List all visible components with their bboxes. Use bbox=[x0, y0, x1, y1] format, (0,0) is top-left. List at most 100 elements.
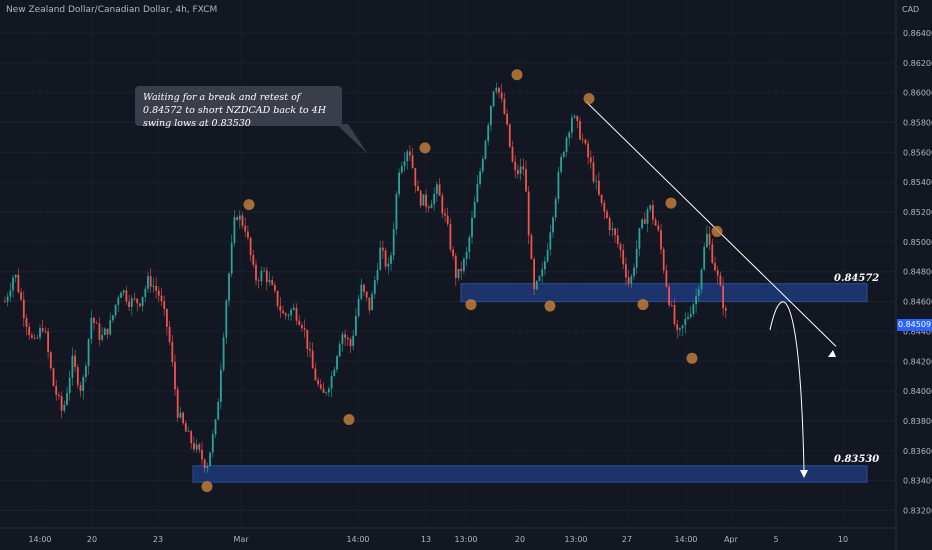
candle-body bbox=[387, 263, 390, 267]
candle-body bbox=[476, 183, 479, 202]
candle-body bbox=[724, 308, 727, 311]
swing-markers bbox=[201, 69, 723, 493]
candle-body bbox=[514, 161, 517, 171]
candle bbox=[144, 285, 147, 302]
time-tick-label: 14:00 bbox=[28, 535, 51, 544]
candle-body bbox=[344, 334, 346, 338]
candle-body bbox=[284, 313, 287, 316]
candle-body bbox=[614, 228, 616, 236]
candle-body bbox=[392, 229, 395, 256]
candle bbox=[517, 164, 519, 180]
candle-body bbox=[298, 320, 301, 325]
candle-body bbox=[166, 308, 168, 327]
candle bbox=[63, 400, 66, 413]
candle-body bbox=[198, 444, 201, 450]
candle-body bbox=[101, 335, 103, 340]
candle bbox=[238, 210, 241, 229]
candle-body bbox=[31, 335, 33, 338]
candle-body bbox=[584, 139, 587, 144]
candle-body bbox=[341, 334, 344, 345]
candle bbox=[479, 167, 481, 188]
candle bbox=[581, 133, 584, 144]
candle-body bbox=[554, 199, 557, 218]
candle bbox=[724, 304, 727, 318]
candle-body bbox=[209, 452, 211, 467]
candle bbox=[152, 277, 155, 293]
candle bbox=[201, 441, 203, 465]
candle bbox=[441, 192, 444, 219]
candle-body bbox=[649, 205, 652, 210]
candle-body bbox=[319, 384, 322, 389]
candle-body bbox=[230, 243, 233, 274]
candle-body bbox=[541, 269, 544, 277]
candle-body bbox=[357, 298, 360, 317]
candle bbox=[33, 333, 36, 340]
time-tick-label: Apr bbox=[724, 535, 739, 544]
candle-body bbox=[619, 243, 622, 251]
candle-body bbox=[25, 318, 28, 327]
candle-body bbox=[479, 171, 481, 184]
candle-body bbox=[44, 331, 47, 332]
time-tick-label: 10 bbox=[838, 535, 848, 544]
candle bbox=[190, 429, 193, 449]
candle-body bbox=[487, 125, 490, 141]
candle-body bbox=[255, 264, 257, 281]
candle bbox=[468, 234, 471, 260]
candle bbox=[303, 319, 306, 338]
candle bbox=[427, 204, 430, 213]
candle-body bbox=[592, 162, 595, 182]
candle bbox=[184, 420, 187, 432]
candle bbox=[257, 276, 260, 289]
candle-body bbox=[436, 184, 438, 194]
candle-body bbox=[233, 217, 236, 244]
candle-body bbox=[546, 249, 549, 262]
candle-body bbox=[141, 296, 144, 307]
candle bbox=[179, 406, 182, 420]
candle-body bbox=[706, 233, 708, 248]
candle bbox=[657, 221, 660, 233]
candle bbox=[55, 379, 58, 401]
candle-body bbox=[414, 167, 417, 187]
candle bbox=[109, 312, 112, 336]
candle bbox=[554, 196, 557, 222]
candle bbox=[549, 225, 552, 256]
candle-body bbox=[449, 224, 452, 250]
trendline bbox=[585, 101, 837, 347]
candle-body bbox=[39, 328, 41, 338]
candle-body bbox=[633, 267, 635, 277]
candle-body bbox=[635, 248, 638, 268]
candle-body bbox=[106, 328, 109, 335]
candle bbox=[360, 278, 363, 301]
candle bbox=[276, 290, 279, 310]
candle bbox=[722, 277, 724, 317]
candle-body bbox=[149, 276, 152, 287]
candle bbox=[697, 285, 700, 301]
candle-body bbox=[252, 255, 255, 265]
note-callout[interactable]: Waiting for a break and retest of 0.8457… bbox=[135, 86, 342, 129]
candle bbox=[700, 267, 703, 294]
candle-body bbox=[703, 247, 706, 270]
candle-body bbox=[403, 161, 406, 167]
candle bbox=[498, 87, 500, 99]
candle-body bbox=[214, 419, 217, 435]
candle bbox=[168, 320, 171, 346]
candle-body bbox=[279, 305, 282, 311]
candle bbox=[568, 130, 571, 147]
candle-body bbox=[265, 270, 268, 283]
candle-body bbox=[103, 328, 106, 336]
candle bbox=[117, 295, 120, 312]
candle bbox=[268, 271, 271, 287]
candle bbox=[149, 268, 152, 293]
candle-body bbox=[525, 169, 527, 192]
candle bbox=[457, 268, 460, 281]
candle bbox=[346, 334, 349, 346]
candle-body bbox=[87, 339, 90, 366]
candle bbox=[444, 208, 446, 223]
candle-body bbox=[193, 443, 195, 450]
candle-body bbox=[17, 274, 20, 293]
candle-body bbox=[508, 124, 511, 147]
time-axis[interactable]: 14:00 20 23 Mar 14:00 13 13:00 20 13:00 27 14:00 Ap… bbox=[28, 535, 848, 544]
